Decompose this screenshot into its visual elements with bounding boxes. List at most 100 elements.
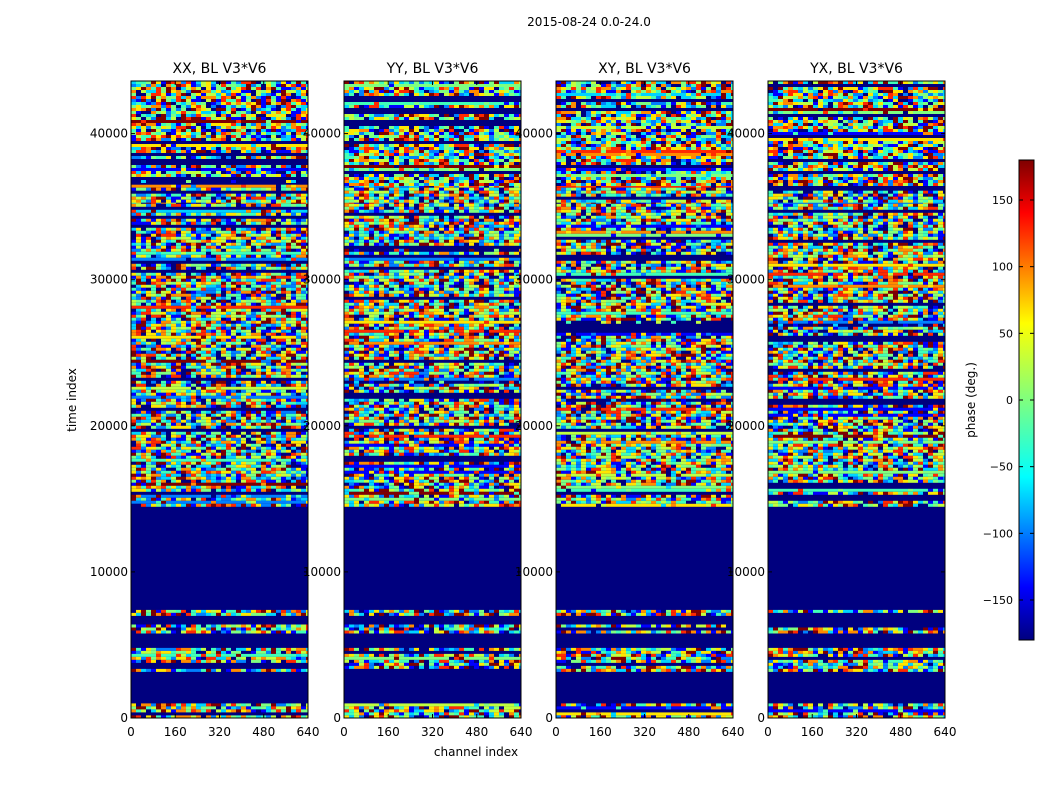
heatmap-cell (181, 196, 186, 200)
heatmap-cell (196, 123, 201, 126)
heatmap-cell (281, 374, 286, 378)
heatmap-cell (131, 239, 136, 243)
heatmap-cell (256, 248, 261, 252)
heatmap-cell (151, 320, 156, 324)
heatmap-cell (141, 221, 146, 225)
heatmap-cell (176, 212, 181, 216)
heatmap-cell (186, 308, 191, 312)
heatmap-cell (146, 413, 151, 417)
heatmap-cell (306, 368, 308, 372)
heatmap-cell (296, 218, 301, 222)
heatmap-cell (296, 129, 301, 132)
heatmap-cell (191, 236, 196, 240)
heatmap-cell (276, 245, 281, 249)
heatmap-cell (146, 96, 151, 99)
heatmap-cell (256, 416, 261, 420)
heatmap-cell (131, 401, 136, 405)
heatmap-cell (256, 138, 261, 141)
heatmap-cell (216, 353, 221, 357)
heatmap-cell (216, 81, 221, 84)
heatmap-cell (276, 371, 281, 375)
heatmap-cell (241, 87, 246, 90)
heatmap-cell (301, 126, 306, 129)
heatmap-cell (206, 383, 211, 387)
heatmap-cell (171, 111, 176, 114)
heatmap-cell (191, 168, 196, 171)
heatmap-cell (236, 296, 241, 300)
heatmap-cell (281, 440, 286, 444)
heatmap-cell (146, 84, 151, 87)
heatmap-cell (251, 290, 256, 294)
heatmap-cell (201, 299, 206, 303)
heatmap-cell (301, 368, 306, 372)
heatmap-cell (221, 488, 226, 492)
heatmap-cell (131, 147, 136, 150)
heatmap-cell (196, 193, 201, 197)
heatmap-cell (196, 332, 201, 336)
heatmap-cell (251, 302, 256, 306)
heatmap-cell (261, 703, 266, 707)
heatmap-cell (166, 150, 171, 153)
heatmap-cell (241, 105, 246, 108)
heatmap-cell (211, 425, 216, 429)
heatmap-cell (131, 272, 136, 276)
heatmap-cell (136, 497, 141, 501)
heatmap-cell (181, 123, 186, 126)
heatmap-cell (266, 395, 271, 399)
heatmap-cell (211, 374, 216, 378)
heatmap-cell (226, 227, 231, 231)
heatmap-cell (181, 120, 186, 123)
heatmap-cell (271, 323, 276, 327)
heatmap-cell (216, 221, 221, 225)
heatmap-cell (286, 404, 291, 408)
heatmap-cell (286, 293, 291, 297)
heatmap-cell (131, 144, 136, 147)
heatmap-cell (156, 284, 161, 288)
heatmap-cell (251, 703, 256, 707)
heatmap-cell (266, 233, 271, 237)
heatmap-cell (191, 485, 196, 489)
heatmap-cell (181, 455, 186, 459)
heatmap-cell (276, 630, 281, 634)
heatmap-cell (181, 230, 186, 234)
heatmap-cell (266, 320, 271, 324)
heatmap-cell (301, 461, 306, 465)
heatmap-cell (251, 413, 256, 417)
heatmap-cell (156, 144, 161, 147)
heatmap-cell (136, 653, 141, 657)
heatmap-cell (231, 706, 236, 710)
heatmap-cell (226, 389, 231, 393)
heatmap-cell (241, 184, 246, 188)
heatmap-cell (291, 467, 296, 471)
heatmap-cell (236, 706, 241, 710)
heatmap-cell (136, 479, 141, 483)
heatmap-cell (131, 323, 136, 327)
heatmap-cell (166, 401, 171, 405)
heatmap-cell (241, 473, 246, 477)
heatmap-cell (251, 410, 256, 414)
heatmap-cell (266, 275, 271, 279)
heatmap-cell (166, 715, 171, 718)
heatmap-cell (301, 266, 306, 270)
heatmap-cell (186, 212, 191, 216)
heatmap-cell (156, 126, 161, 129)
heatmap-cell (221, 668, 226, 672)
heatmap-cell (166, 196, 171, 200)
heatmap-cell (291, 105, 296, 108)
heatmap-cell (211, 187, 216, 191)
heatmap-cell (191, 284, 196, 288)
heatmap-cell (131, 389, 136, 393)
heatmap-cell (146, 117, 151, 120)
heatmap-cell (191, 371, 196, 375)
heatmap-cell (271, 203, 276, 207)
heatmap-cell (241, 196, 246, 200)
heatmap-cell (161, 458, 166, 462)
heatmap-cell (241, 709, 246, 713)
heatmap-cell (181, 132, 186, 135)
heatmap-cell (196, 706, 201, 710)
heatmap-cell (176, 281, 181, 285)
heatmap-cell (131, 476, 136, 480)
heatmap-cell (226, 392, 231, 396)
heatmap-cell (226, 624, 231, 628)
heatmap-cell (256, 479, 261, 483)
